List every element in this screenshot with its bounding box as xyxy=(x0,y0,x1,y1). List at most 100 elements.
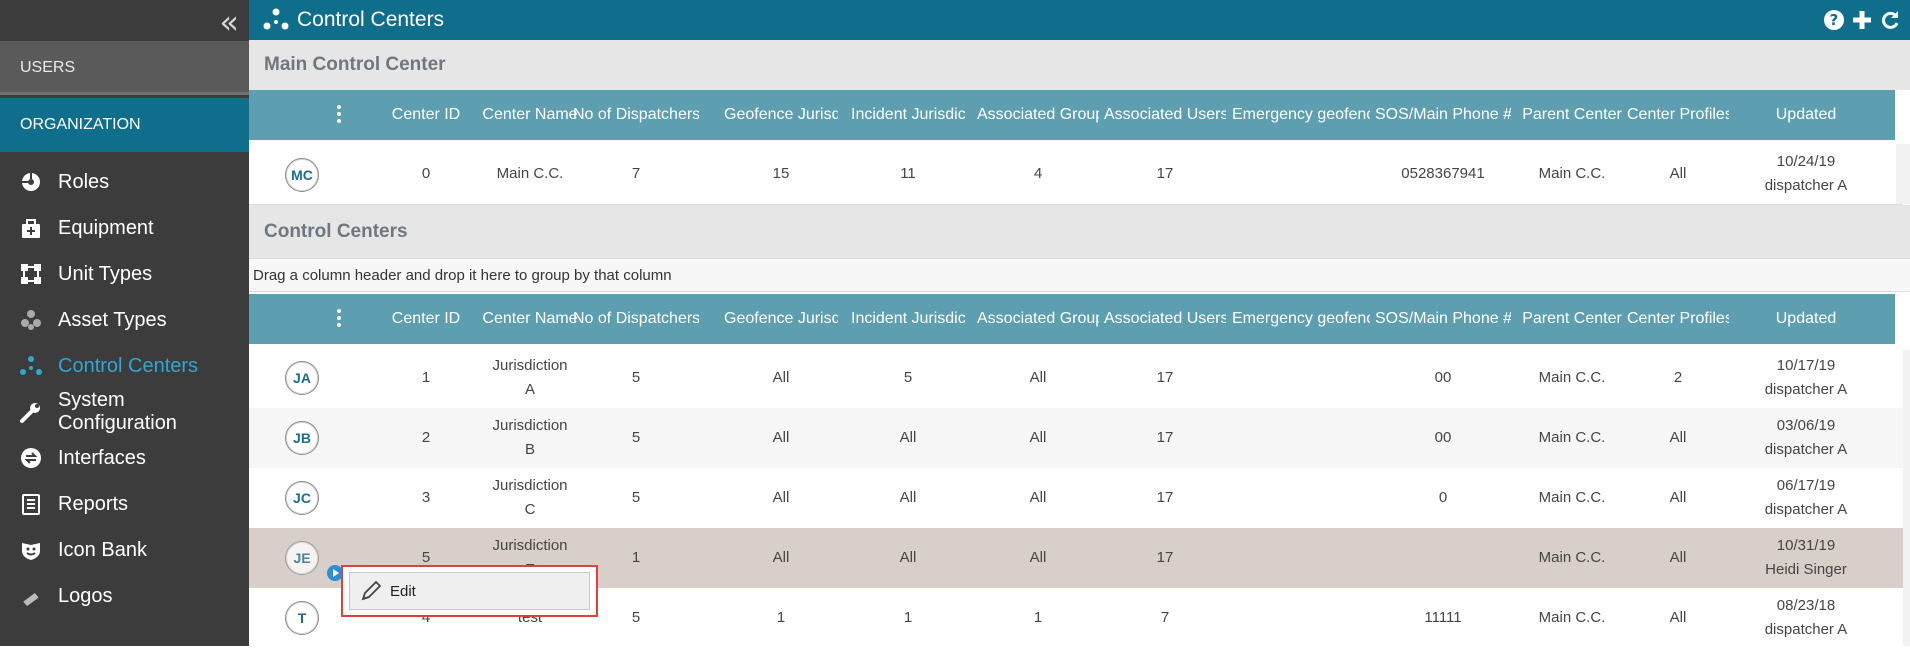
center-id: 4 xyxy=(421,609,431,626)
center-profiles: All xyxy=(1669,549,1687,566)
reports-icon xyxy=(18,491,44,517)
updated-by: dispatcher A xyxy=(1764,381,1848,398)
center-name: Jurisdiction C xyxy=(467,468,593,528)
sidebar-item-roles[interactable]: Roles xyxy=(0,162,249,202)
column-header[interactable]: Geofence Jurisdic xyxy=(724,106,838,123)
center-name-line: A xyxy=(524,381,535,398)
edit-menu-item[interactable]: Edit xyxy=(349,572,590,610)
column-header[interactable]: Associated Group xyxy=(977,310,1099,327)
column-menu-icon[interactable] xyxy=(337,105,341,126)
column-header[interactable]: Updated xyxy=(1775,106,1837,123)
asset-types-icon xyxy=(18,307,44,333)
column-header[interactable]: Center ID xyxy=(391,106,461,123)
center-id: 2 xyxy=(421,429,431,446)
column-header[interactable]: SOS/Main Phone # xyxy=(1375,310,1511,327)
column-header[interactable]: No of Dispatchers xyxy=(573,310,699,327)
table-row[interactable]: JA 1 Jurisdiction A 5 All 5 All 17 00 Mai… xyxy=(249,348,1903,408)
updated-by: dispatcher A xyxy=(1764,177,1848,194)
column-header[interactable]: Incident Jurisdictio xyxy=(851,310,965,327)
phone-number xyxy=(1375,528,1511,588)
center-id: 1 xyxy=(421,369,431,386)
dispatchers-count: 5 xyxy=(631,489,641,506)
sidebar-item-label: Reports xyxy=(58,492,129,515)
table-row[interactable]: JC 3 Jurisdiction C 5 All All All 17 0 Ma… xyxy=(249,468,1903,528)
column-header[interactable]: Emergency geofence xyxy=(1232,106,1370,123)
sidebar-item-label: Interfaces xyxy=(58,446,146,469)
column-header[interactable]: Center ID xyxy=(391,310,461,327)
avatar: T xyxy=(285,601,319,635)
dispatchers-count: 7 xyxy=(631,165,641,182)
sidebar: « USERS ORGANIZATION Roles Equipment Uni… xyxy=(0,0,249,646)
parent-center: Main C.C. xyxy=(1538,609,1606,626)
column-header[interactable]: Associated Users xyxy=(1104,106,1226,123)
geofence-jurisdiction: All xyxy=(772,429,790,446)
sidebar-item-unit-types[interactable]: Unit Types xyxy=(0,254,249,294)
incident-jurisdiction: 11 xyxy=(900,165,916,182)
sidebar-item-reports[interactable]: Reports xyxy=(0,484,249,524)
geofence-jurisdiction: 15 xyxy=(772,165,790,182)
column-header[interactable]: Incident Jurisdictio xyxy=(851,106,965,123)
updated-date: 06/17/19 xyxy=(1776,477,1836,494)
control-centers-icon xyxy=(263,8,289,37)
row-action-indicator-icon[interactable] xyxy=(327,565,343,581)
updated: 03/06/19 dispatcher A xyxy=(1732,408,1880,468)
geofence-jurisdiction: All xyxy=(772,369,790,386)
column-header[interactable]: Parent Center xyxy=(1522,106,1622,123)
parent-center: Main C.C. xyxy=(1538,165,1606,182)
column-header[interactable]: Emergency geofence xyxy=(1232,310,1370,327)
column-header[interactable]: Updated xyxy=(1775,310,1837,327)
sidebar-item-label: Logos xyxy=(58,584,113,607)
group-by-drop-zone[interactable]: Drag a column header and drop it here to… xyxy=(249,258,1910,292)
associated-group: All xyxy=(1029,369,1047,386)
help-icon[interactable]: ? xyxy=(1823,9,1845,36)
emergency-geofence xyxy=(1232,144,1370,204)
page-title: Control Centers xyxy=(297,8,445,31)
sidebar-item-icon-bank[interactable]: Icon Bank xyxy=(0,530,249,570)
table-row[interactable]: JB 2 Jurisdiction B 5 All All All 17 00 M… xyxy=(249,408,1903,468)
center-id: 0 xyxy=(421,165,431,182)
column-header[interactable]: Center Name xyxy=(482,106,578,123)
sidebar-item-control-centers[interactable]: Control Centers xyxy=(0,346,249,386)
table-row[interactable]: MC 0 Main C.C. 7 15 11 4 17 0528367941 M… xyxy=(249,144,1903,205)
avatar: JE xyxy=(285,541,319,575)
incident-jurisdiction: All xyxy=(899,429,917,446)
column-header[interactable]: Associated Group xyxy=(977,106,1099,123)
scrollbar[interactable] xyxy=(1896,144,1910,204)
associated-users: 17 xyxy=(1156,429,1174,446)
collapse-sidebar-icon[interactable]: « xyxy=(219,3,239,41)
column-header[interactable]: Geofence Jurisdic xyxy=(724,310,838,327)
parent-center: Main C.C. xyxy=(1538,429,1606,446)
updated: 10/31/19 Heidi Singer xyxy=(1732,528,1880,588)
add-icon[interactable] xyxy=(1851,9,1873,36)
column-header[interactable]: Center Name xyxy=(482,310,578,327)
phone-number: 0528367941 xyxy=(1401,165,1485,182)
associated-group: All xyxy=(1029,429,1047,446)
sidebar-item-logos[interactable]: Logos xyxy=(0,576,249,616)
equipment-icon xyxy=(18,215,44,241)
column-header[interactable]: Associated Users xyxy=(1104,310,1226,327)
column-menu-icon[interactable] xyxy=(337,309,341,330)
sidebar-item-equipment[interactable]: Equipment xyxy=(0,208,249,248)
parent-center: Main C.C. xyxy=(1538,549,1606,566)
users-section[interactable]: USERS xyxy=(0,41,249,95)
sidebar-item-asset-types[interactable]: Asset Types xyxy=(0,300,249,340)
avatar: JC xyxy=(285,481,319,515)
center-name: Main C.C. xyxy=(496,165,564,182)
phone-number: 00 xyxy=(1434,429,1452,446)
updated-date: 10/31/19 xyxy=(1776,537,1836,554)
column-header[interactable]: Parent Center xyxy=(1522,310,1622,327)
organization-section[interactable]: ORGANIZATION xyxy=(0,98,249,152)
column-header[interactable]: SOS/Main Phone # xyxy=(1375,106,1511,123)
incident-jurisdiction: All xyxy=(899,549,917,566)
column-header[interactable]: Center Profiles xyxy=(1627,106,1729,123)
emergency-geofence xyxy=(1232,468,1370,528)
refresh-icon[interactable] xyxy=(1879,9,1901,36)
updated-date: 10/17/19 xyxy=(1776,357,1836,374)
column-header[interactable]: Center Profiles xyxy=(1627,310,1729,327)
sidebar-item-interfaces[interactable]: Interfaces xyxy=(0,438,249,478)
sidebar-item-system-configuration[interactable]: System Configuration xyxy=(0,389,249,434)
main-control-center-heading: Main Control Center xyxy=(249,40,1910,90)
phone-number: 11111 xyxy=(1424,609,1462,626)
column-header[interactable]: No of Dispatchers xyxy=(573,106,699,123)
table-row[interactable]: T 4 test 5 1 1 1 7 11111 Main C.C. All 0… xyxy=(249,588,1903,646)
